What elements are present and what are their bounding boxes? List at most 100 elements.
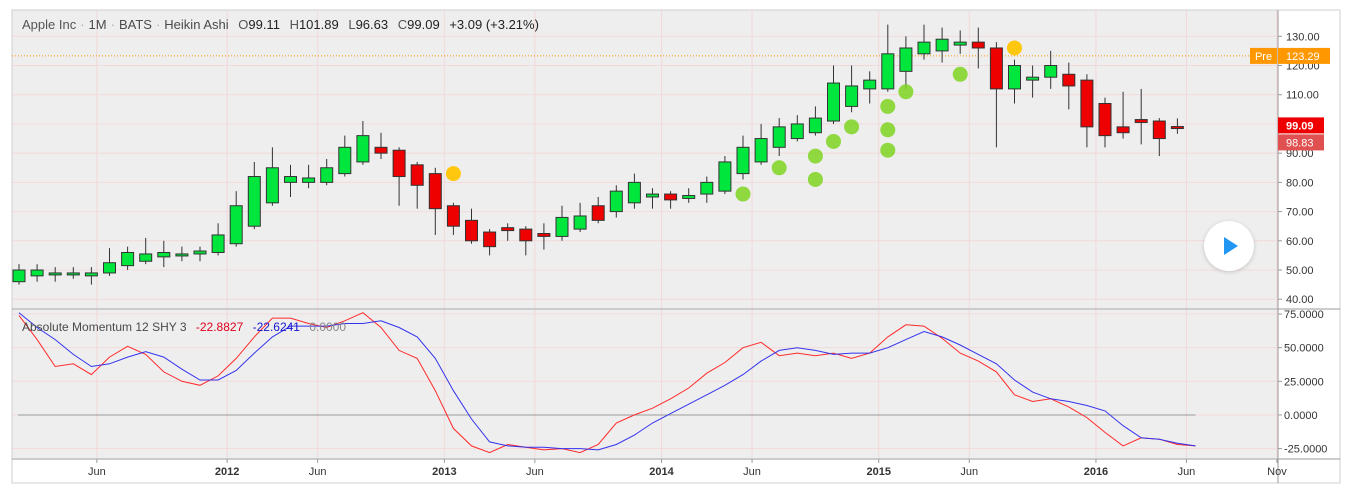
- ha-price-badge: 98.83: [1278, 134, 1324, 151]
- candle-body: [121, 251, 135, 267]
- candle-body: [790, 123, 804, 140]
- candle: [265, 147, 279, 206]
- candle: [827, 65, 840, 124]
- green-signal-dot: [735, 186, 751, 202]
- momentum-axis-label: 75.0000: [1284, 309, 1324, 321]
- pre-label-bg: [1250, 47, 1277, 64]
- candle: [700, 176, 714, 203]
- candle: [374, 132, 388, 159]
- candle-body: [392, 149, 406, 178]
- candle-body: [211, 234, 225, 253]
- green-signal-dot: [952, 66, 968, 82]
- candle-body: [446, 205, 460, 227]
- candle-body: [1170, 126, 1184, 130]
- indicator-name[interactable]: Absolute Momentum 12 SHY 3: [22, 320, 187, 334]
- candle-body: [1080, 79, 1094, 128]
- candle-body: [1026, 76, 1040, 81]
- candles: [12, 24, 1184, 285]
- candle-body: [736, 146, 750, 175]
- symbol-name[interactable]: Apple Inc: [22, 17, 77, 32]
- candle-body: [410, 164, 424, 186]
- candle-body: [1134, 119, 1148, 123]
- candle-body: [229, 205, 243, 245]
- price-axis-label: 60.00: [1286, 236, 1314, 248]
- candle: [1044, 50, 1058, 89]
- candle-body: [265, 167, 279, 204]
- candle: [302, 164, 316, 189]
- time-axis-label: Jun: [309, 466, 327, 478]
- green-signal-dot: [807, 148, 823, 164]
- yellow-signal-dot: [1007, 40, 1022, 56]
- candle: [664, 191, 678, 209]
- candle: [1062, 62, 1076, 110]
- time-axis-label: Nov: [1267, 466, 1287, 478]
- change-value: +3.09 (+3.21%): [449, 17, 539, 32]
- candle-body: [953, 41, 967, 46]
- candle: [103, 248, 116, 276]
- price-axis-label: 130.00: [1286, 31, 1320, 43]
- candle-body: [48, 272, 62, 276]
- candle-body: [374, 146, 388, 154]
- momentum-pane-background: [12, 310, 1278, 458]
- exchange-label: BATS: [118, 17, 152, 32]
- candle: [736, 135, 750, 180]
- low-value: 96.63: [355, 17, 389, 32]
- indicator-value-red: -22.8827: [195, 320, 244, 334]
- candle-body: [338, 146, 352, 175]
- close-label: C: [397, 17, 408, 32]
- candle-body: [320, 167, 334, 183]
- price-axis-label: 110.00: [1286, 90, 1319, 102]
- close-price-badge: 99.09: [1278, 117, 1324, 134]
- candle: [157, 240, 171, 268]
- momentum-line-blue: [18, 312, 1196, 451]
- momentum-line-red: [18, 312, 1196, 454]
- candle: [30, 264, 44, 282]
- candle-body: [157, 251, 171, 258]
- candle: [428, 167, 442, 235]
- candle: [555, 205, 569, 241]
- candle-body: [428, 173, 442, 210]
- candle-body: [863, 79, 877, 90]
- candle: [1026, 65, 1040, 98]
- candle-body: [1152, 120, 1166, 140]
- play-button[interactable]: [1204, 221, 1254, 271]
- candle: [917, 24, 931, 60]
- time-axis-label: 2016: [1084, 466, 1108, 478]
- candle: [845, 65, 859, 113]
- candle-body: [1044, 65, 1058, 78]
- yellow-signal-dot: [445, 166, 461, 182]
- candle: [718, 156, 732, 195]
- close-badge-bg: [1278, 117, 1324, 134]
- candle-body: [917, 41, 931, 55]
- time-axis-label: 2015: [867, 466, 891, 478]
- candle: [1008, 59, 1021, 104]
- candle-body: [1008, 65, 1021, 90]
- chart-style-label[interactable]: Heikin Ashi: [164, 17, 229, 32]
- price-pane-background: [12, 10, 1278, 308]
- interval-label[interactable]: 1M: [88, 17, 107, 32]
- candle: [772, 118, 786, 157]
- candle: [863, 71, 877, 104]
- candle: [247, 161, 261, 230]
- candle: [338, 135, 352, 177]
- candle: [483, 229, 497, 256]
- price-axis-label: 80.00: [1286, 177, 1314, 189]
- momentum-axis-label: 25.0000: [1284, 376, 1324, 388]
- candle-body: [881, 53, 895, 90]
- open-label: O: [238, 17, 249, 32]
- candle-body: [139, 253, 153, 262]
- candle-body: [66, 272, 80, 276]
- pre-market-badge: Pre 123.29: [1250, 47, 1330, 64]
- candle: [229, 191, 243, 247]
- high-value: 101.89: [298, 17, 339, 32]
- candle-body: [84, 272, 98, 277]
- time-axis-label: Jun: [1178, 466, 1196, 478]
- candle: [121, 246, 135, 271]
- candle-body: [1116, 126, 1130, 134]
- candle: [193, 246, 207, 262]
- candle-body: [700, 181, 714, 195]
- ha-badge-value: 98.83: [1286, 137, 1314, 149]
- candle: [139, 237, 153, 265]
- candle: [66, 267, 80, 279]
